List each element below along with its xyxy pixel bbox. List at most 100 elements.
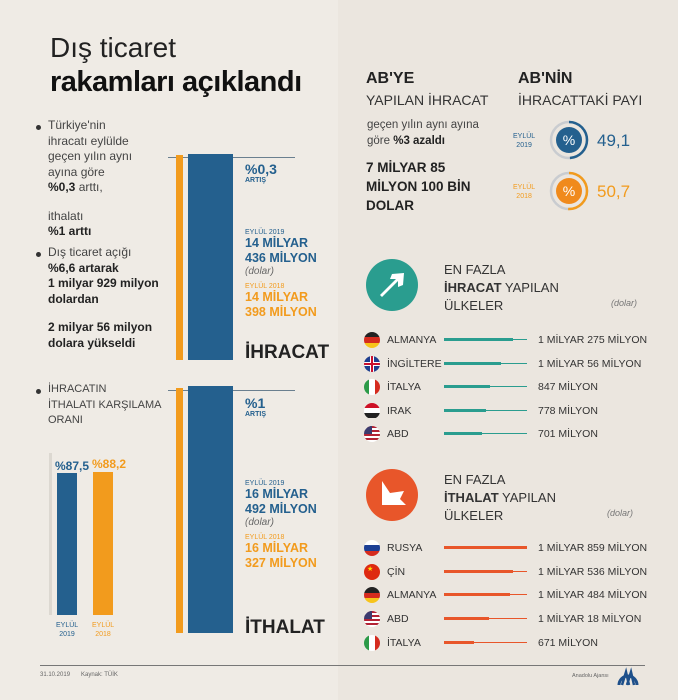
eu-export-heading: AB'YE xyxy=(366,70,415,87)
flag-de-icon xyxy=(364,332,380,348)
text: %0,3 xyxy=(245,161,277,177)
coverage-xlabel-2018: EYLÜL 2018 xyxy=(92,621,114,639)
country-bar xyxy=(444,546,527,549)
country-bar xyxy=(444,361,502,365)
coverage-label-2019: %87,5 xyxy=(55,459,90,473)
text-line: Dış ticaret açığı xyxy=(48,245,132,259)
arrow-up-right-icon xyxy=(366,259,418,311)
top-import-heading: EN FAZLA İTHALAT YAPILAN ÜLKELER xyxy=(444,471,556,525)
country-name: ÇİN xyxy=(387,565,406,578)
anadolu-agency-logo xyxy=(617,667,639,686)
text: 14 MİLYAR xyxy=(245,236,308,250)
title-line1: Dış ticaret xyxy=(50,32,177,63)
share-period-2019: EYLÜL 2019 xyxy=(513,132,535,150)
country-name: İNGİLTERE xyxy=(387,357,442,370)
bar-track xyxy=(444,641,527,643)
export-values: EYLÜL 2019 14 MİLYAR 436 MİLYON (dolar) … xyxy=(245,229,317,320)
country-row: ABD 1 MİLYAR 18 MİLYON xyxy=(364,611,664,628)
country-row: IRAK 778 MİLYON xyxy=(364,402,664,419)
import-bar-2019 xyxy=(188,386,233,633)
import-change: %1 ARTIŞ xyxy=(245,395,266,419)
export-bar-2018 xyxy=(176,154,183,360)
country-value: 1 MİLYAR 536 MİLYON xyxy=(538,565,648,578)
country-bar xyxy=(444,385,490,388)
text: (dolar) xyxy=(245,517,274,528)
country-value: 1 MİLYAR 56 MİLYON xyxy=(538,357,642,370)
text: DOLAR xyxy=(366,198,414,213)
text-line: ihracatı eylülde xyxy=(48,133,129,148)
text: 2019 xyxy=(516,142,532,149)
coverage-bar-2018 xyxy=(93,472,113,615)
text: EYLÜL 2018 xyxy=(245,283,285,290)
eu-export-subheading: YAPILAN İHRACAT xyxy=(366,92,489,108)
country-row: İNGİLTERE 1 MİLYAR 56 MİLYON xyxy=(364,355,664,372)
text: EYLÜL xyxy=(513,133,536,140)
text-line: İTHALATI KARŞILAMA xyxy=(48,398,162,411)
share-donut-2019: % xyxy=(549,120,589,160)
text: EYLÜL 2019 xyxy=(245,229,285,236)
text: ÜLKELER xyxy=(444,298,504,313)
bar-track xyxy=(444,433,527,434)
bullet-export-text: Türkiye'nin ihracatı eylülde geçen yılın… xyxy=(48,118,132,240)
flag-de-icon xyxy=(364,587,380,604)
text: EYLÜL 2019 xyxy=(245,480,285,487)
country-row: ALMANYA 1 MİLYAR 275 MİLYON xyxy=(364,332,664,348)
text: YAPILAN xyxy=(501,280,559,295)
text-line: arttı, xyxy=(75,180,103,194)
export-bar-2019 xyxy=(188,154,233,360)
text: EN FAZLA xyxy=(444,262,506,277)
share-value-2018: 50,7 xyxy=(597,182,631,201)
text-bold: dolara yükseldi xyxy=(48,335,136,350)
flag-it-icon xyxy=(364,379,380,395)
text-bold: İTHALAT xyxy=(444,490,499,505)
text-line: İHRACATIN xyxy=(48,383,107,395)
export-label: İHRACAT xyxy=(245,342,330,363)
flag-it-icon xyxy=(364,634,380,651)
country-bar xyxy=(444,338,514,341)
right-panel xyxy=(338,0,678,700)
bullet-dot xyxy=(36,125,41,130)
flag-gb-icon xyxy=(364,355,380,372)
text: EYLÜL xyxy=(92,622,115,629)
text: ÜLKELER xyxy=(444,508,504,523)
text: 398 MİLYON xyxy=(245,305,317,319)
text-line: ithalatı xyxy=(48,208,84,223)
top-export-heading: EN FAZLA İHRACAT YAPILAN ÜLKELER xyxy=(444,261,559,315)
text: göre xyxy=(367,134,394,147)
text: %1 xyxy=(245,395,266,411)
country-bar xyxy=(444,640,474,644)
footer-divider xyxy=(40,665,645,666)
country-row: RUSYA 1 MİLYAR 859 MİLYON xyxy=(364,540,664,556)
country-value: 1 MİLYAR 484 MİLYON xyxy=(538,589,648,602)
text: 327 MİLYON xyxy=(245,556,317,570)
text: MİLYON 100 BİN xyxy=(366,179,471,194)
country-bar xyxy=(444,408,487,412)
bullet-dot xyxy=(36,252,41,257)
text-bold: dolardan xyxy=(48,291,99,306)
text: EYLÜL 2018 xyxy=(245,534,285,541)
text-bold: İHRACAT xyxy=(444,280,502,295)
eu-share-subheading: İHRACATTAKİ PAYI xyxy=(518,92,643,108)
flag-cn-icon: ★ xyxy=(364,563,380,580)
country-value: 778 MİLYON xyxy=(538,404,598,417)
text-bold: 2 milyar 56 milyon xyxy=(48,320,153,334)
title-line2: rakamları açıklandı xyxy=(50,66,302,98)
text-bold: %3 azaldı xyxy=(393,134,445,147)
text: EYLÜL xyxy=(56,622,79,629)
country-bar xyxy=(444,432,483,435)
bullet-coverage-text: İHRACATIN İTHALATI KARŞILAMA ORANI xyxy=(48,382,162,429)
import-label: İTHALAT xyxy=(245,617,325,638)
arrow-down-left-icon xyxy=(366,469,418,521)
text: 2019 xyxy=(59,631,75,638)
country-value: 671 MİLYON xyxy=(538,636,598,649)
text-line: geçen yılın aynı xyxy=(48,149,133,163)
text: ARTIŞ xyxy=(245,411,266,418)
text-line: ORANI xyxy=(48,414,83,426)
flag-iq-icon xyxy=(364,402,380,419)
country-name: ALMANYA xyxy=(387,334,437,346)
country-row: İTALYA 671 MİLYON xyxy=(364,634,664,651)
text: 14 MİLYAR xyxy=(245,290,308,304)
footer-agency: Anadolu Ajansı xyxy=(572,673,609,679)
footer-date: 31.10.2019 xyxy=(40,672,71,678)
country-row: ABD 701 MİLYON xyxy=(364,426,664,442)
